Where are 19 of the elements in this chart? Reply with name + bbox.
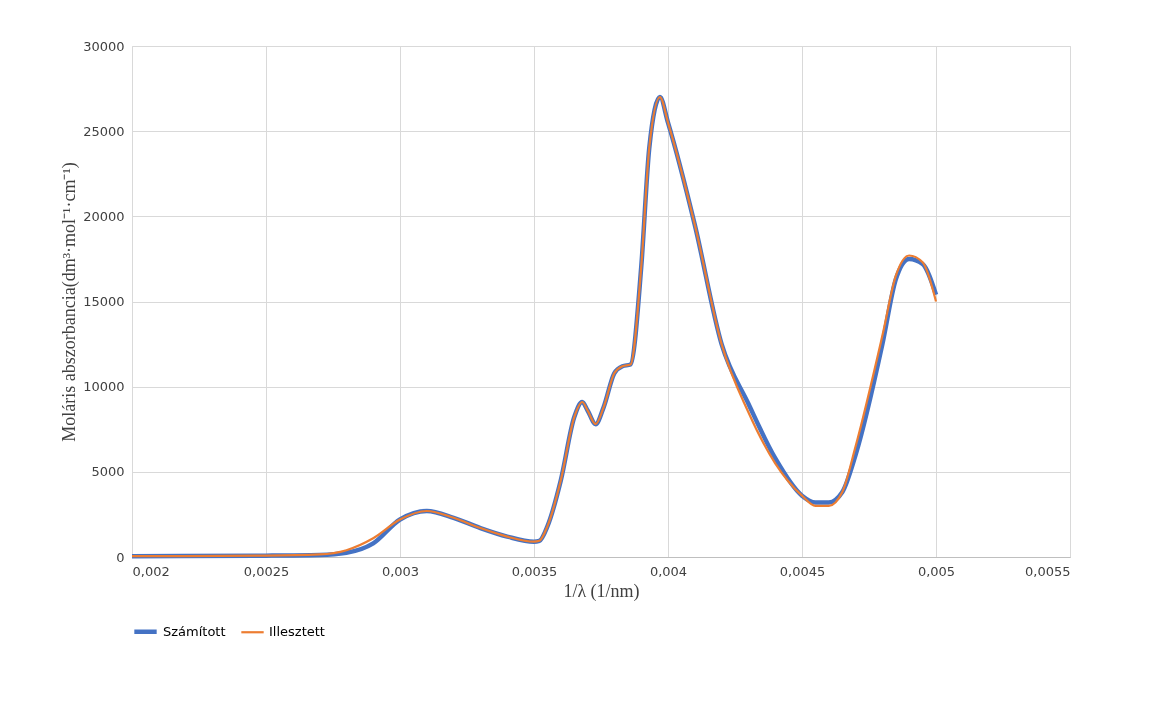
x-tick-label: 0,005 <box>917 563 956 579</box>
x-tick-label: 0,0035 <box>511 563 558 579</box>
x-tick-label: 0,0025 <box>243 563 290 579</box>
legend-label: Számított <box>163 623 226 639</box>
y-tick-label: 5000 <box>91 464 125 480</box>
y-tick-label: 30000 <box>83 38 125 54</box>
x-tick-label: 0,003 <box>381 563 420 579</box>
y-tick-label: 0 <box>116 549 125 565</box>
x-axis-title: 1/λ (1/nm) <box>563 580 640 602</box>
x-tick-label: 0,0045 <box>779 563 826 579</box>
x-tick-label: 0,004 <box>649 563 688 579</box>
x-tick-label: 0,002 <box>132 563 170 579</box>
x-tick-label: 0,0055 <box>1025 563 1071 579</box>
y-tick-label: 15000 <box>83 294 125 309</box>
y-axis-title: Moláris abszorbancia(dm³·mol⁻¹·cm⁻¹) <box>59 162 81 442</box>
y-tick-label: 10000 <box>83 379 125 395</box>
legend-label: Illesztett <box>269 624 325 640</box>
y-tick-label: 25000 <box>83 123 125 139</box>
y-tick-label: 20000 <box>83 208 125 224</box>
